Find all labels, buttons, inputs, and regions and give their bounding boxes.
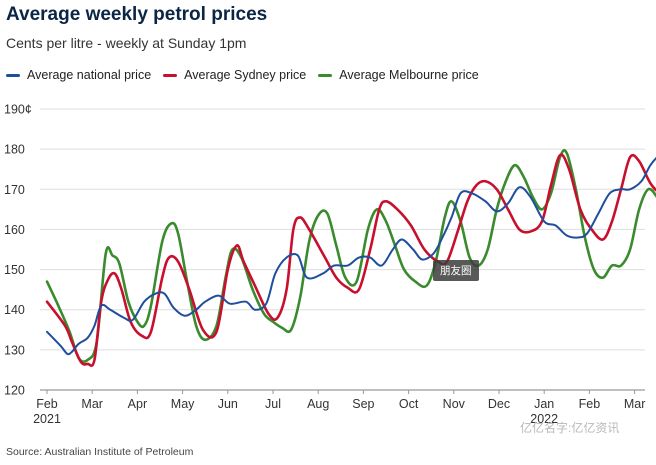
y-tick-label: 170 (4, 183, 25, 197)
y-tick-label: 130 (4, 343, 25, 357)
watermark-badge: 朋友圈 (433, 260, 479, 281)
legend-item-national: Average national price (6, 68, 151, 82)
x-tick-label: Sep (352, 397, 374, 411)
legend-swatch-melbourne (318, 73, 333, 77)
y-tick-label: 120 (4, 384, 25, 398)
series-lines (45, 149, 656, 367)
legend: Average national price Average Sydney pr… (6, 68, 479, 82)
y-tick-label: 150 (4, 263, 25, 277)
series-line-national (46, 156, 656, 356)
y-tick-label: 190¢ (4, 103, 32, 117)
chart-title: Average weekly petrol prices (6, 4, 268, 25)
legend-item-melbourne: Average Melbourne price (318, 68, 479, 82)
y-tick-labels: 120 130 140 150 160 170 180 190¢ (4, 103, 32, 398)
x-tick-label: Oct (399, 397, 419, 411)
series-line-sydney (45, 153, 656, 367)
y-tick-label: 180 (4, 143, 25, 157)
legend-label-melbourne: Average Melbourne price (339, 68, 479, 82)
legend-item-sydney: Average Sydney price (163, 68, 306, 82)
x-tick-label: Dec (488, 397, 510, 411)
x-tick-label: Aug (307, 397, 329, 411)
x-tick-label: Feb (579, 397, 601, 411)
x-tick-label: Mar (81, 397, 103, 411)
x-tick-label: Apr (128, 397, 147, 411)
legend-label-national: Average national price (27, 68, 152, 82)
legend-label-sydney: Average Sydney price (184, 68, 307, 82)
x-tick-label: Jan (534, 397, 554, 411)
x-tick-label: Mar (624, 397, 646, 411)
x-tick-label: Nov (443, 397, 466, 411)
x-tick-label: Feb (36, 397, 58, 411)
y-tick-label: 160 (4, 223, 25, 237)
y-tick-label: 140 (4, 303, 25, 317)
legend-swatch-national (6, 73, 20, 77)
x-tick-year-label: 2021 (33, 412, 61, 426)
watermark-text: 亿亿名字:亿亿资讯 (520, 421, 620, 435)
chart-subtitle: Cents per litre - weekly at Sunday 1pm (6, 35, 247, 51)
x-tick-label: May (171, 397, 195, 411)
gridlines (40, 108, 645, 391)
source-note: Source: Australian Institute of Petroleu… (6, 446, 194, 458)
x-tick-label: Jul (265, 397, 281, 411)
series-line-melbourne (45, 149, 656, 363)
x-tick-year-label: 2022 (530, 412, 558, 426)
x-tick-label: Jun (218, 397, 238, 411)
legend-swatch-sydney (163, 73, 178, 77)
